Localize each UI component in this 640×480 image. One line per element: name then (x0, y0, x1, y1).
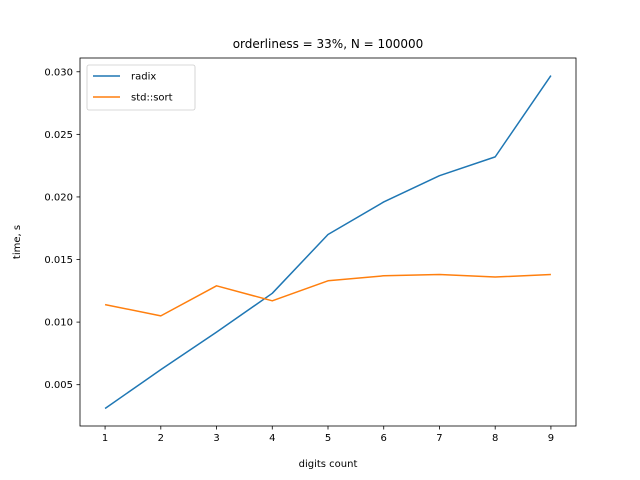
y-tick-label: 0.025 (44, 130, 73, 141)
series-layer (104, 75, 552, 410)
series-line-radix (104, 75, 552, 410)
x-tick-label: 5 (325, 433, 331, 444)
x-axis-label: digits count (299, 459, 358, 470)
x-tick-label: 9 (548, 433, 554, 444)
x-tick-label: 3 (213, 433, 219, 444)
legend-label-std-sort: std::sort (131, 93, 173, 104)
legend-label-radix: radix (131, 72, 156, 83)
x-tick-label: 8 (492, 433, 498, 444)
x-tick-label: 4 (269, 433, 275, 444)
y-tick-label: 0.020 (44, 192, 73, 203)
x-axis-ticks: 1 2 3 4 5 6 7 8 9 (102, 426, 554, 444)
y-tick-label: 0.010 (44, 318, 73, 329)
x-tick-label: 6 (381, 433, 387, 444)
plot-frame (79, 57, 577, 427)
y-axis-ticks: 0.005 0.010 0.015 0.020 0.025 0.030 (44, 67, 80, 391)
y-tick-label: 0.005 (44, 380, 73, 391)
y-tick-label: 0.030 (44, 67, 73, 78)
series-line-std-sort (104, 273, 551, 317)
chart-title: orderliness = 33%, N = 100000 (233, 37, 424, 51)
y-tick-label: 0.015 (44, 255, 73, 266)
x-tick-label: 1 (102, 433, 108, 444)
y-axis-label: time, s (12, 225, 23, 259)
x-tick-label: 7 (436, 433, 442, 444)
x-tick-label: 2 (158, 433, 164, 444)
